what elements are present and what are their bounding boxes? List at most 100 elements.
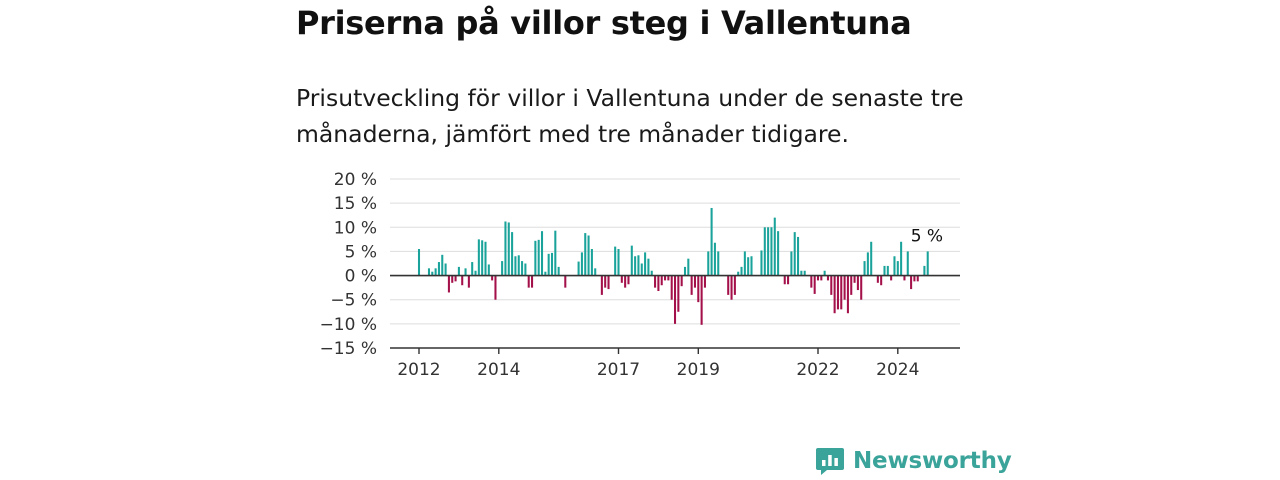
bar <box>906 251 909 276</box>
bar <box>863 261 866 276</box>
bar <box>481 240 484 276</box>
last-value-label: 5 % <box>911 226 943 246</box>
bar <box>437 262 440 276</box>
bar <box>710 207 713 276</box>
bar <box>787 275 790 285</box>
y-tick-label: 20 % <box>334 170 377 190</box>
bar <box>471 262 474 276</box>
x-tick-label: 2024 <box>876 360 919 380</box>
bar <box>846 275 849 314</box>
bar <box>853 275 856 283</box>
bar <box>767 227 770 276</box>
bar <box>730 275 733 300</box>
bar <box>557 266 560 276</box>
bar <box>790 251 793 276</box>
bar <box>467 275 470 288</box>
bar <box>511 232 514 276</box>
bar <box>777 231 780 276</box>
bar <box>554 230 557 276</box>
bar <box>697 275 700 303</box>
bar <box>434 268 437 276</box>
annotations: 5 % <box>911 226 943 246</box>
y-tick-label: 10 % <box>334 218 377 238</box>
bar <box>580 252 583 276</box>
bar <box>843 275 846 300</box>
bar <box>454 275 457 282</box>
bar <box>923 265 926 276</box>
bar <box>860 275 863 300</box>
bar <box>634 256 637 276</box>
bar <box>890 275 893 281</box>
bar <box>600 275 603 295</box>
newsworthy-logo: Newsworthy <box>815 446 1012 476</box>
bar <box>700 275 703 325</box>
bar <box>677 275 680 312</box>
bar <box>664 275 667 281</box>
bar <box>484 241 487 276</box>
bar <box>916 275 919 282</box>
bar <box>637 255 640 276</box>
bar <box>803 270 806 276</box>
bar <box>531 275 534 288</box>
bar <box>690 275 693 295</box>
bar <box>647 258 650 276</box>
bar <box>644 252 647 276</box>
bar <box>547 253 550 276</box>
bar <box>590 249 593 276</box>
bar <box>680 275 683 287</box>
bar <box>673 275 677 324</box>
bar <box>926 251 929 276</box>
bar <box>650 270 653 276</box>
bar <box>514 256 517 276</box>
bar <box>607 275 610 290</box>
bar <box>810 275 813 288</box>
bar <box>491 275 494 281</box>
chart-title: Priserna på villor steg i Vallentuna <box>296 4 912 42</box>
bar <box>494 275 497 300</box>
bar <box>540 231 544 276</box>
bar <box>654 275 657 288</box>
brand-name: Newsworthy <box>853 448 1012 474</box>
x-tick-label: 2014 <box>477 360 520 380</box>
bar <box>870 241 873 276</box>
axes <box>390 274 960 349</box>
bar <box>627 275 630 285</box>
bar <box>624 275 627 288</box>
bar <box>577 261 580 276</box>
bar <box>501 261 504 276</box>
bar <box>474 270 477 276</box>
bar <box>441 254 444 276</box>
bar <box>743 251 746 276</box>
bar <box>747 257 750 276</box>
bar <box>594 268 597 276</box>
bar <box>813 275 816 294</box>
bar <box>727 275 730 295</box>
bar <box>657 275 660 292</box>
bar <box>773 217 776 276</box>
bar <box>527 275 530 288</box>
bar <box>770 227 773 276</box>
bar <box>534 240 537 276</box>
bar <box>524 263 527 276</box>
bar <box>800 270 803 276</box>
bar <box>504 221 507 276</box>
bar <box>866 252 869 276</box>
bars <box>417 207 929 325</box>
bar <box>850 275 853 295</box>
y-tick-label: 0 % <box>345 267 377 287</box>
bar <box>457 266 460 276</box>
bar <box>820 275 823 281</box>
bar <box>487 264 490 276</box>
bar <box>464 268 467 276</box>
bar <box>840 275 843 310</box>
bar <box>640 263 643 276</box>
bar <box>913 275 916 282</box>
bar <box>507 222 510 276</box>
bar <box>830 275 833 295</box>
bar <box>604 275 607 288</box>
bar <box>683 266 687 276</box>
bar <box>797 236 800 276</box>
bar <box>737 271 740 276</box>
bar <box>620 275 623 283</box>
bar <box>477 239 480 276</box>
